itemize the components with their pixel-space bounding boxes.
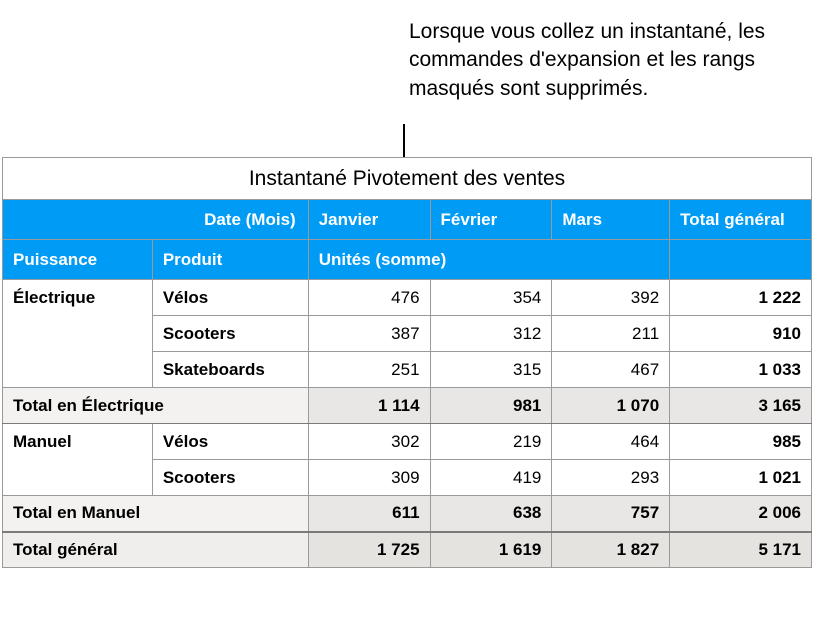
pivot-table: Instantané Pivotement des ventes Date (M… (2, 157, 812, 568)
value-cell: 476 (308, 280, 430, 316)
table-row: Électrique Vélos 476 354 392 1 222 (3, 280, 812, 316)
row-total-cell: 1 222 (670, 280, 812, 316)
callout-leader-line (403, 124, 405, 158)
product-header: Produit (152, 240, 308, 280)
value-cell: 464 (552, 424, 670, 460)
subtotal-cell: 981 (430, 388, 552, 424)
row-total-cell: 985 (670, 424, 812, 460)
subtotal-cell: 638 (430, 496, 552, 532)
value-cell: 354 (430, 280, 552, 316)
subtotal-label: Total en Manuel (3, 496, 309, 532)
subtotal-label: Total en Électrique (3, 388, 309, 424)
category-cell: Électrique (3, 280, 153, 388)
value-cell: 219 (430, 424, 552, 460)
product-cell: Scooters (152, 316, 308, 352)
value-cell: 387 (308, 316, 430, 352)
month-feb: Février (430, 200, 552, 240)
grand-total-cell: 1 619 (430, 532, 552, 568)
table-title: Instantané Pivotement des ventes (3, 158, 812, 200)
subtotal-cell: 611 (308, 496, 430, 532)
empty-header (670, 240, 812, 280)
product-cell: Skateboards (152, 352, 308, 388)
value-cell: 315 (430, 352, 552, 388)
value-cell: 467 (552, 352, 670, 388)
grand-total-row: Total général 1 725 1 619 1 827 5 171 (3, 532, 812, 568)
month-mar: Mars (552, 200, 670, 240)
grand-total-cell: 1 725 (308, 532, 430, 568)
table-row: Manuel Vélos 302 219 464 985 (3, 424, 812, 460)
row-total-cell: 1 033 (670, 352, 812, 388)
subtotal-row: Total en Électrique 1 114 981 1 070 3 16… (3, 388, 812, 424)
grand-total-total-cell: 5 171 (670, 532, 812, 568)
subtotal-total-cell: 3 165 (670, 388, 812, 424)
subtotal-row: Total en Manuel 611 638 757 2 006 (3, 496, 812, 532)
product-cell: Scooters (152, 460, 308, 496)
category-cell: Manuel (3, 424, 153, 496)
subtotal-cell: 757 (552, 496, 670, 532)
value-cell: 302 (308, 424, 430, 460)
value-cell: 312 (430, 316, 552, 352)
value-cell: 392 (552, 280, 670, 316)
month-jan: Janvier (308, 200, 430, 240)
callout-text: Lorsque vous collez un instantané, les c… (409, 18, 789, 103)
table-title-row: Instantané Pivotement des ventes (3, 158, 812, 200)
value-cell: 419 (430, 460, 552, 496)
grand-total-cell: 1 827 (552, 532, 670, 568)
date-label: Date (Mois) (3, 200, 309, 240)
product-cell: Vélos (152, 280, 308, 316)
subtotal-cell: 1 114 (308, 388, 430, 424)
product-cell: Vélos (152, 424, 308, 460)
table-header-months: Date (Mois) Janvier Février Mars Total g… (3, 200, 812, 240)
row-total-cell: 1 021 (670, 460, 812, 496)
table-subheader: Puissance Produit Unités (somme) (3, 240, 812, 280)
value-cell: 293 (552, 460, 670, 496)
subtotal-total-cell: 2 006 (670, 496, 812, 532)
value-cell: 309 (308, 460, 430, 496)
units-header: Unités (somme) (308, 240, 669, 280)
subtotal-cell: 1 070 (552, 388, 670, 424)
value-cell: 251 (308, 352, 430, 388)
grand-total-label: Total général (3, 532, 309, 568)
power-header: Puissance (3, 240, 153, 280)
value-cell: 211 (552, 316, 670, 352)
row-total-cell: 910 (670, 316, 812, 352)
grand-total-header: Total général (670, 200, 812, 240)
